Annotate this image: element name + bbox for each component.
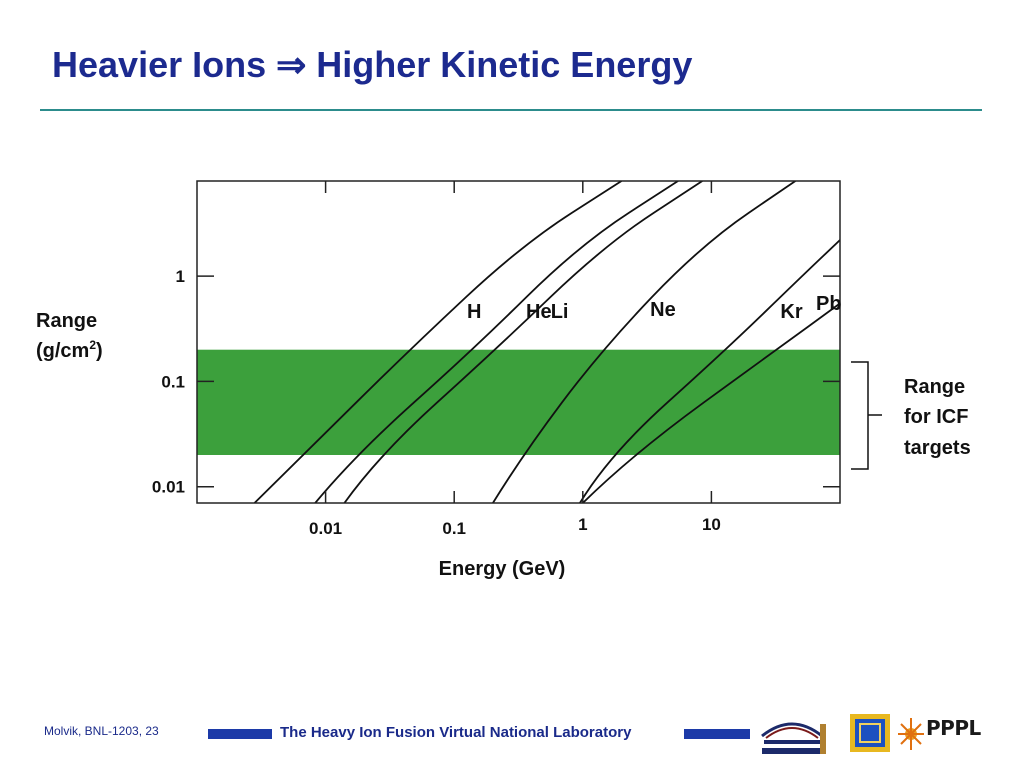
- x-tick-label: 0.1: [442, 519, 466, 538]
- icf-band-label: Range for ICF targets: [904, 376, 974, 459]
- slide-title: Heavier Ions ⇒ Higher Kinetic Energy: [52, 44, 693, 85]
- icf-range-bracket: [851, 361, 882, 470]
- y-unit-suffix: ): [96, 340, 103, 362]
- footer-bar-left: [208, 729, 272, 739]
- series-line-h: [253, 181, 622, 503]
- series-line-pb: [582, 302, 840, 503]
- y-unit-prefix: (g/cm: [36, 340, 89, 362]
- berkeley-lab-logo-icon: [761, 722, 826, 754]
- footer-bar-right: [684, 729, 750, 739]
- x-tick-label: 1: [578, 515, 587, 534]
- icf-band-label-line-3: targets: [904, 437, 971, 459]
- series-line-he: [314, 181, 679, 503]
- footer-lab-name: The Heavy Ion Fusion Virtual National La…: [280, 724, 632, 741]
- series-label-kr: Kr: [780, 301, 802, 323]
- footer-author: Molvik, BNL-1203, 23: [44, 724, 159, 738]
- y-tick-label: 1: [176, 267, 185, 286]
- x-tick-label: 0.01: [309, 519, 342, 538]
- series-label-h: H: [467, 301, 481, 323]
- plot-frame: [196, 180, 841, 504]
- x-axis-label: Energy (GeV): [439, 558, 566, 580]
- icf-band-label-line-2: for ICF: [904, 406, 968, 428]
- series-label-pb: Pb: [816, 293, 842, 315]
- y-tick-label: 0.01: [152, 478, 185, 497]
- series-line-li: [343, 181, 703, 503]
- x-tick-label: 10: [702, 515, 721, 534]
- pppl-sunburst-icon: [898, 718, 924, 750]
- y-axis-label-unit: (g/cm2): [36, 338, 103, 362]
- range-energy-chart: 1 0.1 0.01 0.01 0.1 1 10 H He Li Ne Kr Pb Range (g/…: [36, 180, 974, 580]
- series-label-ne: Ne: [650, 299, 676, 321]
- hif-vnl-logo-icon: [850, 714, 890, 752]
- series-line-ne: [492, 181, 796, 503]
- y-tick-label: 0.1: [161, 372, 185, 391]
- icf-band-label-line-1: Range: [904, 376, 965, 398]
- y-axis-label-range: Range: [36, 310, 97, 332]
- y-unit-superscript: 2: [89, 338, 96, 352]
- series-label-he: He: [526, 301, 552, 323]
- title-divider: [40, 109, 982, 111]
- icf-target-band: [197, 349, 840, 455]
- series-line-kr: [579, 239, 840, 503]
- pppl-logo-text: PPPL: [926, 716, 981, 740]
- series-label-li: Li: [551, 301, 569, 323]
